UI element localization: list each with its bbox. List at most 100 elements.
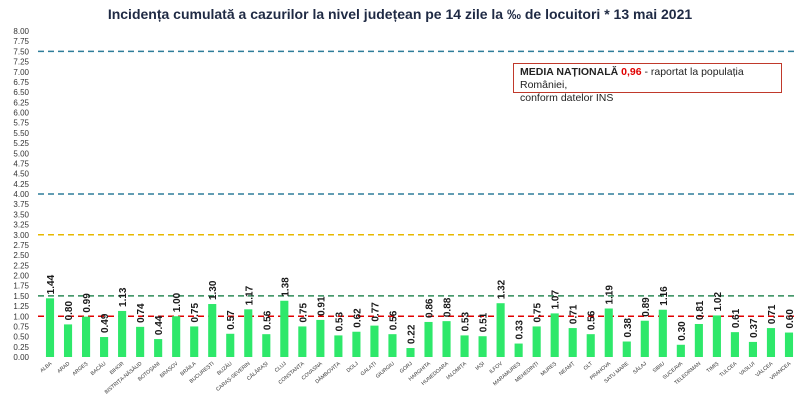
bar-value-label: 1.02: [713, 292, 724, 312]
y-tick-label: 7.25: [13, 58, 29, 67]
bar: [712, 315, 721, 357]
bar: [640, 320, 649, 357]
y-axis: 0.000.250.50 0.751.001.251.501.752.00 2.25…: [13, 27, 29, 362]
category-label: VASLUI: [739, 361, 757, 377]
bar-value-label: 0.33: [515, 320, 526, 340]
bar: [622, 341, 631, 357]
y-tick-label: 6.25: [13, 98, 29, 107]
bar: [172, 316, 181, 357]
bar: [352, 331, 361, 357]
y-tick-label: 1.25: [13, 302, 29, 311]
bar: [748, 341, 757, 357]
bar-value-label: 0.56: [388, 310, 399, 330]
bar-value-label: 0.89: [641, 297, 652, 317]
bar-value-label: 0.74: [136, 303, 147, 323]
bar: [586, 334, 595, 357]
bar: [784, 332, 794, 357]
bar-value-label: 0.62: [352, 308, 363, 328]
bar: [262, 334, 271, 357]
bar-value-label: 0.99: [82, 293, 93, 313]
category-label: ARGEȘ: [72, 361, 90, 378]
y-tick-label: 6.75: [13, 78, 29, 87]
y-tick-label: 5.75: [13, 119, 29, 128]
bar-value-label: 1.00: [172, 292, 183, 312]
y-tick-label: 0.50: [13, 333, 29, 342]
annotation-label: MEDIA NAȚIONALĂ: [520, 66, 619, 78]
bar-value-label: 0.57: [226, 310, 237, 330]
bar: [568, 328, 577, 357]
category-label: ALBA: [39, 361, 53, 374]
bar: [442, 321, 451, 357]
y-tick-label: 0.00: [13, 353, 29, 362]
bar: [118, 310, 127, 357]
category-label: BACĂU: [89, 360, 107, 377]
bar: [334, 335, 343, 357]
bar-value-label: 0.75: [190, 303, 201, 323]
bar: [766, 328, 776, 357]
bar-value-label: 0.53: [461, 312, 472, 332]
category-label: SIBIU: [652, 361, 666, 374]
y-tick-label: 6.50: [13, 88, 29, 97]
bar: [316, 319, 325, 357]
bar: [298, 326, 307, 357]
bar-value-label: 1.32: [497, 279, 508, 299]
y-tick-label: 1.75: [13, 282, 29, 291]
bar: [460, 335, 469, 357]
bar-value-label: 0.56: [262, 310, 273, 330]
bar-value-label: 0.88: [443, 297, 454, 317]
y-tick-label: 0.75: [13, 322, 29, 331]
category-label: GORJ: [399, 361, 414, 375]
bar-value-label: 0.75: [533, 303, 544, 323]
bar-value-label: 0.77: [370, 302, 381, 322]
bar-value-label: 0.91: [316, 296, 327, 316]
y-tick-label: 5.50: [13, 129, 29, 138]
bar: [730, 332, 739, 357]
category-label: IAȘI: [474, 361, 485, 372]
y-tick-label: 6.00: [13, 109, 29, 118]
bar: [424, 321, 433, 357]
category-label: IALOMIȚA: [445, 361, 468, 382]
bar: [550, 313, 559, 357]
bar-value-label: 0.81: [695, 300, 706, 320]
category-label: CLUJ: [274, 361, 288, 374]
y-tick-label: 2.50: [13, 251, 29, 260]
category-label: OLT: [583, 360, 595, 371]
bar-value-label: 1.30: [208, 280, 219, 300]
y-tick-label: 4.50: [13, 170, 29, 179]
bar: [208, 304, 217, 357]
bar: [514, 343, 523, 357]
bar-value-label: 0.71: [767, 304, 778, 324]
bar-value-label: 0.61: [731, 308, 742, 328]
bar-value-label: 0.49: [100, 313, 111, 333]
y-tick-label: 4.00: [13, 190, 29, 199]
y-tick-label: 2.00: [13, 272, 29, 281]
y-tick-label: 8.00: [13, 27, 29, 36]
bar: [406, 348, 415, 357]
y-tick-label: 4.75: [13, 159, 29, 168]
category-labels: ALBA ARAD ARGEȘ BACĂU BIHORBISTRIȚA-NĂSĂUDBO…: [39, 360, 792, 396]
y-tick-label: 3.25: [13, 221, 29, 230]
bar-value-label: 0.38: [623, 318, 634, 338]
category-label: TULCEA: [719, 361, 739, 379]
annotation-text-2: conform datelor INS: [520, 92, 614, 104]
bar-value-label: 0.22: [406, 324, 417, 344]
bar: [244, 309, 253, 357]
bar-value-label: 1.07: [551, 289, 562, 309]
bar: [45, 298, 55, 357]
y-tick-label: 5.25: [13, 139, 29, 148]
category-label: NEAMȚ: [558, 360, 576, 377]
y-tick-label: 7.00: [13, 68, 29, 77]
bar-value-label: 1.38: [280, 277, 291, 297]
y-tick-label: 7.50: [13, 47, 29, 56]
bar: [532, 326, 541, 357]
bar: [136, 326, 145, 357]
bar-value-label: 1.17: [244, 285, 255, 305]
bar: [280, 300, 289, 357]
y-tick-label: 0.25: [13, 343, 29, 352]
category-label: BRAȘOV: [159, 361, 180, 380]
bar-value-label: 1.16: [659, 286, 670, 306]
bar: [190, 326, 199, 357]
y-tick-label: 3.00: [13, 231, 29, 240]
y-tick-label: 3.50: [13, 210, 29, 219]
